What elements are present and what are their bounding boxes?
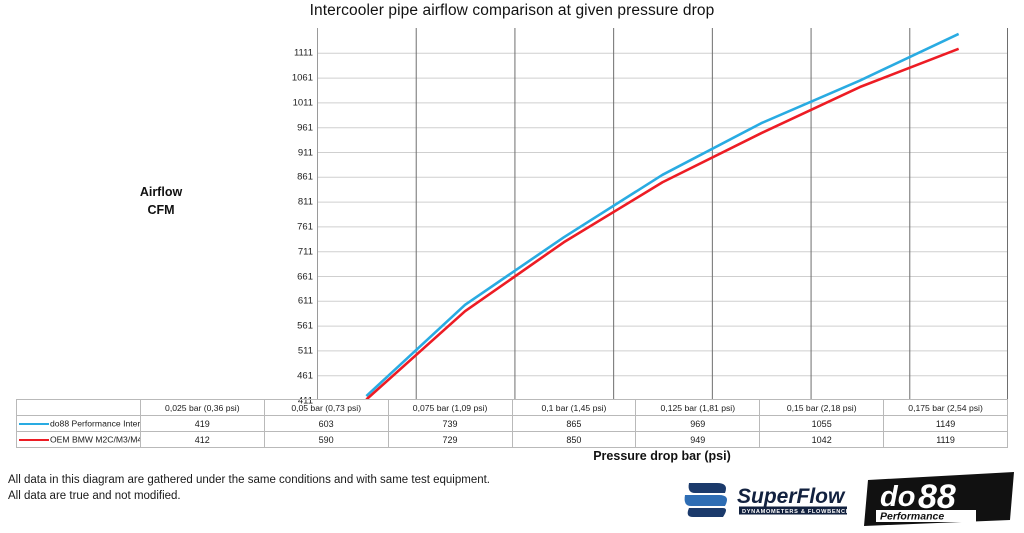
- y-axis-title-line2: CFM: [147, 203, 175, 218]
- do88-wordmark: do: [880, 481, 915, 513]
- y-axis-tick-label: 561: [297, 320, 313, 332]
- legend-label: OEM BMW M2C/M3/M4 Intercooler J-pipe, In…: [50, 434, 141, 445]
- superflow-logo-svg: SuperFlow DYNAMOMETERS & FLOWBENCHES: [684, 483, 859, 517]
- data-value-cell: 419: [139, 415, 265, 432]
- x-axis-category-label: 0,025 bar (0,36 psi): [139, 399, 265, 416]
- chart-svg: [317, 28, 1008, 400]
- data-value-cell: 949: [635, 431, 761, 448]
- legend-item-1: do88 Performance Intercooler J-pipe, Int…: [16, 415, 141, 432]
- y-axis-tick-label: 511: [297, 345, 313, 357]
- table-row: OEM BMW M2C/M3/M4 Intercooler J-pipe, In…: [16, 431, 1008, 448]
- y-axis-tick-label: 911: [297, 146, 313, 158]
- x-axis-category-label: 0,15 bar (2,18 psi): [759, 399, 885, 416]
- x-axis-category-label: 0,075 bar (1,09 psi): [387, 399, 513, 416]
- y-axis-tick-label: 761: [297, 221, 313, 233]
- data-table: 0,025 bar (0,36 psi) 0,05 bar (0,73 psi) 0…: [16, 399, 1008, 448]
- category-gridlines: [415, 28, 1008, 400]
- do88-tagline: Performance: [880, 511, 944, 523]
- table-row-categories: 0,025 bar (0,36 psi) 0,05 bar (0,73 psi) 0…: [16, 399, 1008, 416]
- y-axis-tick-label: 611: [297, 295, 313, 307]
- superflow-mark-icon: [684, 483, 727, 517]
- footnote-line-2: All data are true and not modified.: [8, 489, 181, 502]
- superflow-logo: SuperFlow DYNAMOMETERS & FLOWBENCHES: [683, 477, 859, 521]
- do88-tagline-bar: [876, 510, 976, 522]
- x-axis-category-label: 0,175 bar (2,54 psi): [883, 399, 1008, 416]
- x-axis-title: Pressure drop bar (psi): [593, 449, 731, 463]
- do88-logo-svg: do 88 Performance: [864, 472, 1014, 526]
- data-value-cell: 739: [387, 415, 513, 432]
- superflow-tagline: DYNAMOMETERS & FLOWBENCHES: [742, 509, 855, 515]
- plot-area: [317, 28, 1008, 400]
- series-lines: [365, 32, 960, 400]
- data-value-cell: 1042: [759, 431, 885, 448]
- data-value-cell: 865: [511, 415, 637, 432]
- y-axis-title-line1: Airflow: [139, 185, 183, 199]
- y-axis-tick-labels: 411 461 511 561 611 661 711 761 811 861 911 961 1011…: [270, 28, 313, 405]
- chart-title: Intercooler pipe airflow comparison at g…: [309, 2, 715, 19]
- data-value-cell: 969: [635, 415, 761, 432]
- y-axis-tick-label: 1061: [291, 72, 313, 84]
- data-value-cell: 1055: [759, 415, 885, 432]
- legend-label: do88 Performance Intercooler J-pipe, Int…: [50, 418, 141, 429]
- data-value-cell: 412: [139, 431, 265, 448]
- x-axis-category-label: 0,1 bar (1,45 psi): [511, 399, 637, 416]
- legend-swatch-icon: [19, 438, 49, 441]
- superflow-tagline-bar: [739, 506, 847, 515]
- y-axis-tick-label: 661: [297, 270, 313, 282]
- legend-swatch-icon: [19, 422, 49, 425]
- y-axis-tick-label: 1111: [293, 47, 313, 59]
- data-value-cell: 850: [511, 431, 637, 448]
- data-value-cell: 603: [263, 415, 389, 432]
- series-line-2: [365, 47, 960, 400]
- x-axis-category-label: 0,125 bar (1,81 psi): [635, 399, 761, 416]
- y-axis-tick-label: 861: [297, 171, 313, 183]
- footnote-line-1: All data in this diagram are gathered un…: [8, 474, 491, 486]
- horizontal-gridlines: [317, 52, 1008, 377]
- data-value-cell: 1149: [883, 415, 1008, 432]
- do88-number: 88: [918, 478, 956, 516]
- y-axis-tick-label: 811: [297, 196, 313, 208]
- table-row: do88 Performance Intercooler J-pipe, Int…: [16, 415, 1008, 432]
- legend-item-2: OEM BMW M2C/M3/M4 Intercooler J-pipe, In…: [16, 431, 141, 448]
- do88-logo: do 88 Performance: [862, 470, 1017, 528]
- y-axis-tick-label: 1011: [292, 97, 313, 109]
- superflow-wordmark: SuperFlow: [737, 485, 846, 508]
- footnote: All data in this diagram are gathered un…: [8, 473, 490, 504]
- data-value-cell: 1119: [883, 431, 1008, 448]
- y-axis-tick-label: 461: [297, 369, 313, 381]
- table-corner-cell: [16, 399, 141, 416]
- y-axis-title: Airflow CFM: [108, 183, 214, 219]
- y-axis-tick-label: 711: [297, 245, 313, 257]
- data-value-cell: 729: [387, 431, 513, 448]
- series-line-1: [365, 32, 960, 397]
- y-axis-tick-label: 961: [297, 121, 313, 133]
- x-axis-category-label: 0,05 bar (0,73 psi): [263, 399, 389, 416]
- data-value-cell: 590: [263, 431, 389, 448]
